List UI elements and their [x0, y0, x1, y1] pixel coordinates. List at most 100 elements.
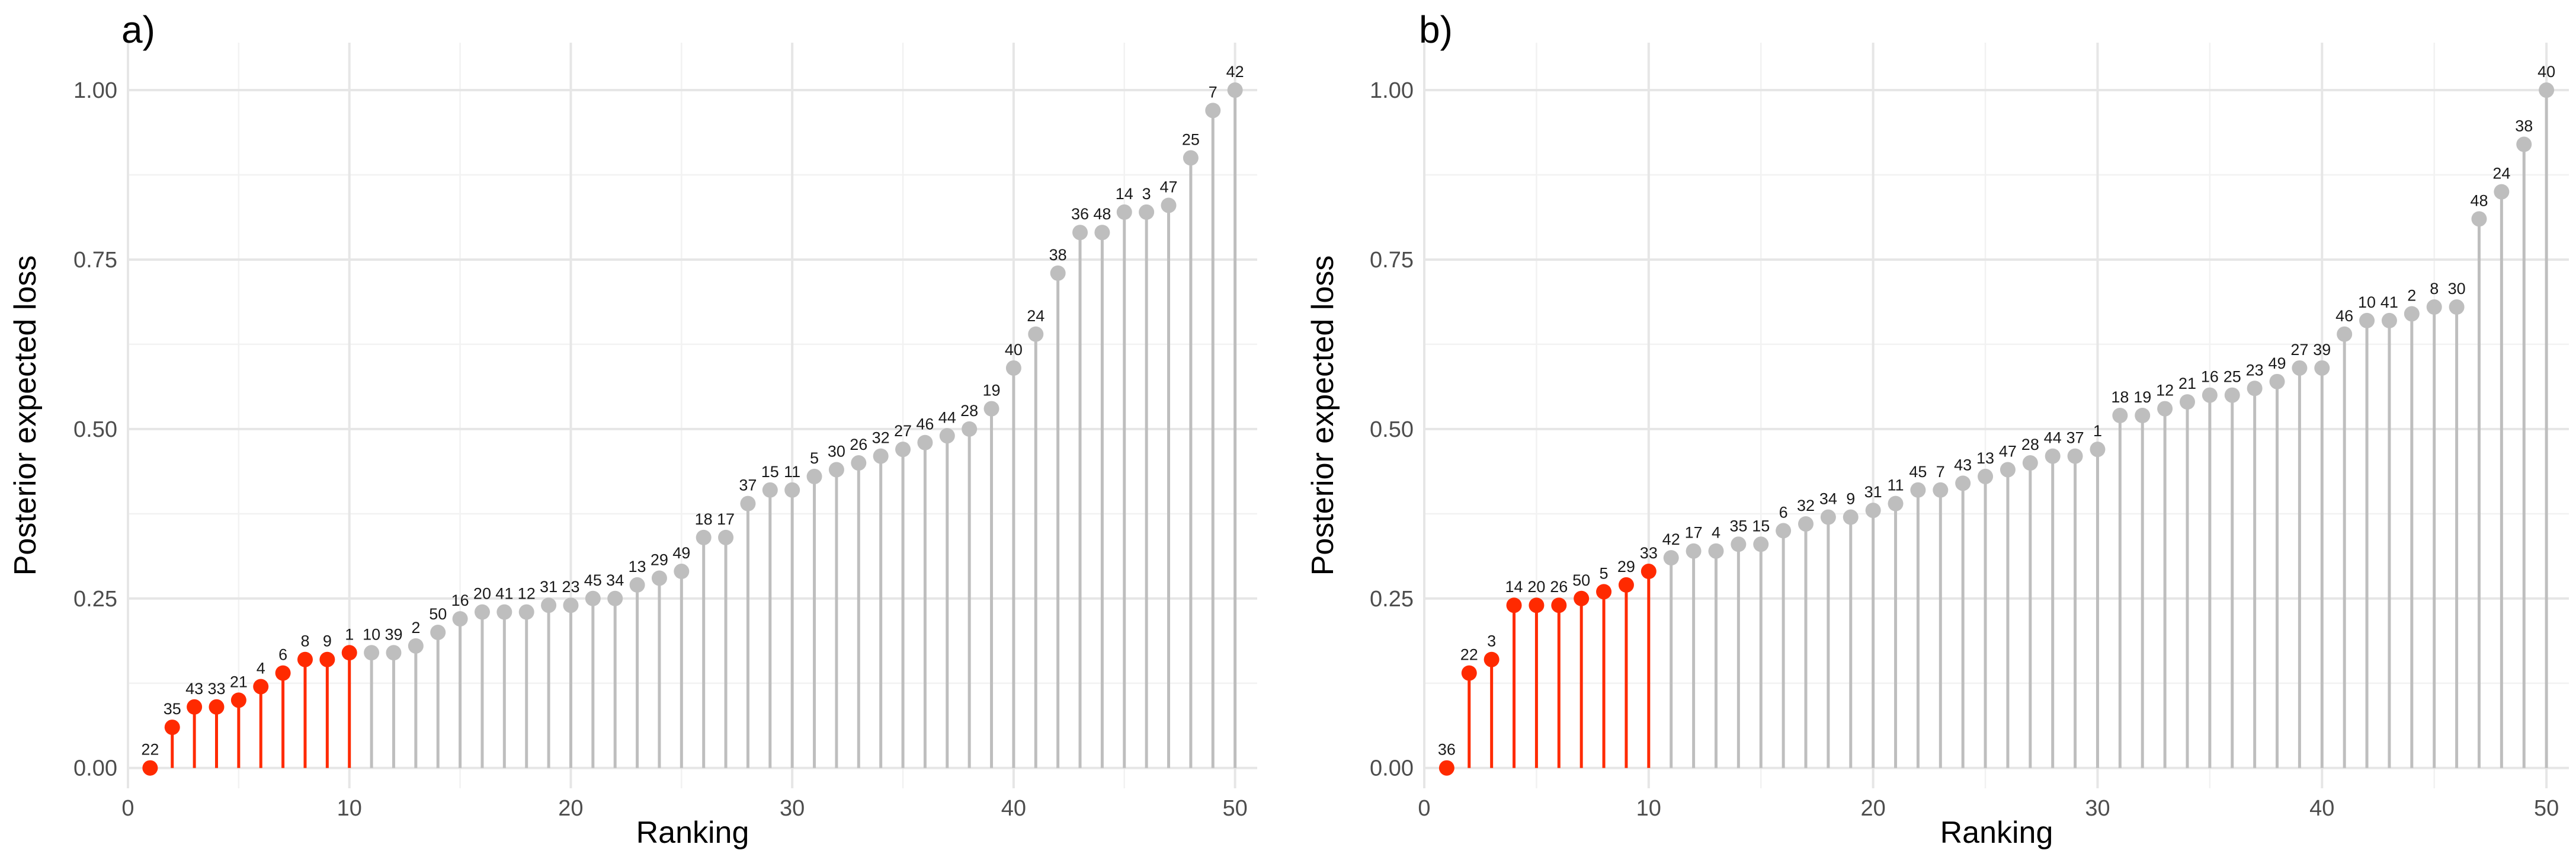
x-tick-label: 40 [2309, 796, 2334, 821]
point-label: 50 [429, 605, 447, 623]
lollipop-point [1708, 543, 1724, 559]
lollipop-point [1865, 503, 1881, 519]
point-label: 16 [2201, 368, 2219, 386]
point-label: 24 [1027, 307, 1045, 325]
lollipop-point [1484, 651, 1500, 667]
point-label: 41 [2380, 293, 2398, 311]
lollipop-point [1910, 482, 1926, 498]
lollipop-point [386, 645, 402, 661]
lollipop-point [1618, 577, 1634, 593]
panel-label: b) [1419, 8, 1453, 51]
lollipop-point [2314, 360, 2330, 376]
point-label: 5 [810, 449, 819, 467]
point-label: 40 [2537, 63, 2555, 81]
point-label: 13 [629, 558, 646, 576]
lollipop-point [2022, 455, 2038, 471]
lollipop-point [2381, 312, 2397, 328]
point-label: 32 [1797, 497, 1815, 514]
lollipop-point [1551, 597, 1567, 613]
lollipop-point [2337, 326, 2353, 342]
x-axis-title: Ranking [1940, 816, 2053, 850]
lollipop-point [607, 590, 623, 606]
point-label: 21 [2178, 375, 2196, 392]
point-label: 14 [1116, 185, 1133, 203]
point-label: 7 [1209, 83, 1217, 101]
lollipop-point [1094, 225, 1110, 241]
point-label: 35 [1729, 517, 1747, 535]
lollipop-point [341, 645, 357, 661]
lollipop-point [762, 482, 778, 498]
lollipop-point [2157, 401, 2173, 417]
point-label: 1 [2093, 422, 2102, 440]
point-label: 43 [185, 680, 203, 698]
lollipop-point [319, 651, 335, 667]
point-label: 6 [278, 646, 287, 664]
point-label: 7 [1936, 463, 1945, 481]
lollipop-point [1506, 597, 1522, 613]
point-label: 40 [1005, 341, 1023, 359]
point-label: 26 [1550, 578, 1568, 596]
lollipop-point [2135, 408, 2151, 423]
lollipop-point [1438, 760, 1454, 776]
point-label: 19 [2133, 388, 2151, 406]
lollipop-point [2247, 381, 2263, 397]
lollipop-point [1663, 550, 1679, 566]
y-tick-label: 0.50 [73, 417, 117, 442]
point-label: 30 [2448, 280, 2466, 298]
point-label: 39 [2313, 341, 2331, 359]
x-tick-label: 20 [558, 796, 583, 821]
lollipop-point [1205, 103, 1221, 119]
lollipop-point [1955, 475, 1971, 491]
lollipop-point [1139, 204, 1155, 220]
x-tick-label: 10 [1636, 796, 1661, 821]
lollipop-point [1820, 509, 1836, 525]
point-label: 16 [451, 592, 469, 609]
x-tick-label: 50 [2534, 796, 2559, 821]
point-label: 8 [300, 632, 309, 650]
point-label: 48 [2470, 191, 2488, 209]
point-label: 35 [164, 700, 181, 718]
lollipop-point [1050, 265, 1066, 281]
lollipop-point [2045, 448, 2061, 464]
point-label: 33 [1640, 544, 1658, 562]
point-label: 3 [1487, 632, 1496, 650]
lollipop-point [718, 529, 734, 545]
lollipop-point [297, 651, 313, 667]
lollipop-point [430, 624, 446, 640]
point-label: 15 [1752, 517, 1770, 535]
lollipop-point [2471, 211, 2487, 227]
lollipop-point [806, 468, 822, 484]
y-axis-title: Posterior expected loss [1306, 255, 1340, 576]
y-tick-label: 0.75 [1370, 248, 1414, 273]
x-tick-label: 50 [1222, 796, 1247, 821]
point-label: 21 [230, 673, 248, 690]
lollipop-point [142, 760, 158, 776]
y-tick-label: 1.00 [73, 78, 117, 103]
lollipop-point [364, 645, 380, 661]
point-label: 31 [540, 578, 558, 596]
x-tick-label: 0 [121, 796, 134, 821]
lollipop-point [1686, 543, 1702, 559]
lollipop-point [209, 699, 225, 715]
lollipop-point [962, 421, 978, 437]
lollipop-point [1776, 523, 1792, 539]
point-label: 20 [1527, 578, 1545, 596]
lollipop-point [2539, 82, 2555, 98]
point-label: 4 [257, 659, 265, 677]
lollipop-point [1183, 150, 1199, 166]
lollipop-point [1461, 665, 1477, 681]
point-label: 10 [2358, 293, 2376, 311]
y-tick-label: 0.00 [1370, 756, 1414, 781]
lollipop-point [2426, 299, 2442, 315]
point-label: 42 [1226, 63, 1244, 81]
point-label: 20 [473, 585, 491, 603]
point-label: 36 [1071, 205, 1089, 223]
lollipop-point [230, 692, 246, 708]
lollipop-point [2292, 360, 2308, 376]
x-tick-label: 10 [337, 796, 362, 821]
point-label: 46 [2335, 307, 2353, 325]
